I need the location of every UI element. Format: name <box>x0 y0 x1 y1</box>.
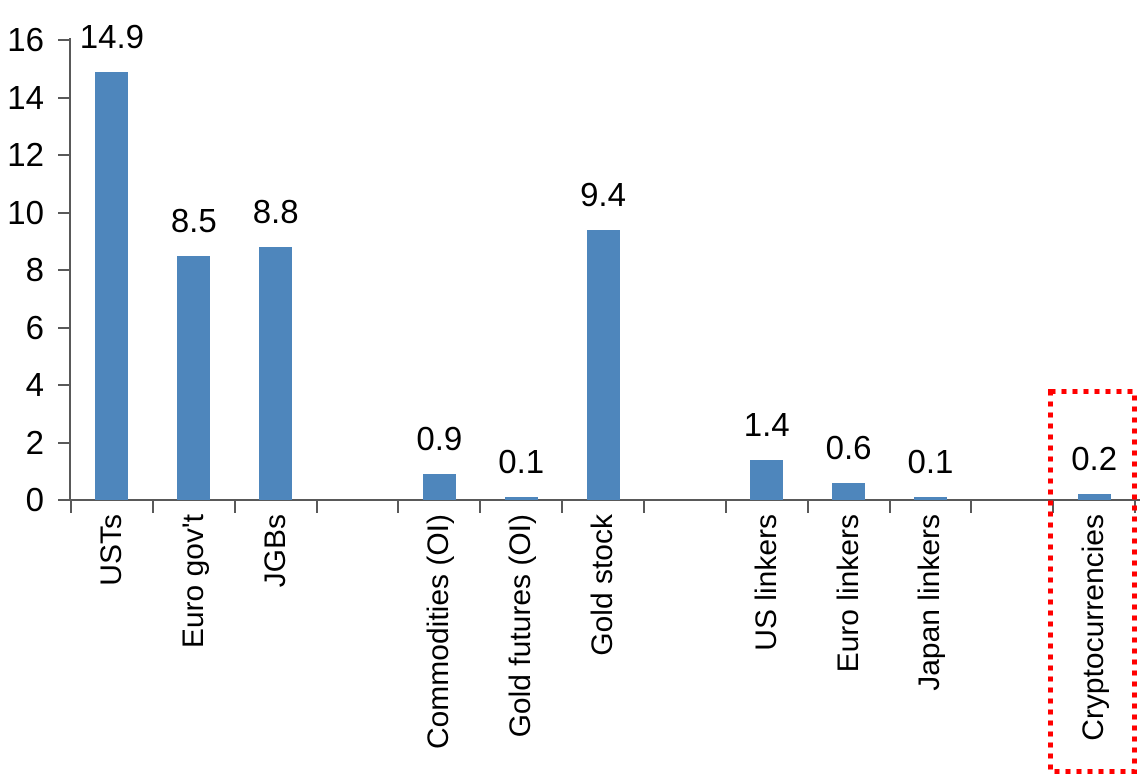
category-label: Euro linkers <box>831 514 865 673</box>
category-label-cell: US linkers <box>726 514 808 780</box>
bar-usts <box>95 71 129 500</box>
category-label-cell: Gold futures (OI) <box>480 514 562 780</box>
bar-value-label: 14.9 <box>79 17 145 55</box>
category-label: Gold futures (OI) <box>504 514 538 738</box>
x-axis-tick-mark <box>724 500 727 513</box>
y-axis-tick-label: 2 <box>25 423 44 461</box>
y-axis-line <box>69 38 71 501</box>
bar-euro-linkers <box>832 482 866 500</box>
x-axis-tick-mark <box>970 500 973 513</box>
x-axis-tick-mark <box>806 500 809 513</box>
category-label: Commodities (OI) <box>422 514 456 750</box>
bar-cryptocurrencies <box>1077 494 1111 500</box>
y-axis-tick-mark <box>58 441 70 444</box>
y-axis-tick-label: 8 <box>25 251 44 288</box>
x-axis-tick-mark <box>151 500 154 513</box>
category-label-cell: Japan linkers <box>890 514 972 780</box>
category-label: US linkers <box>749 514 783 651</box>
x-axis-tick-mark <box>561 500 564 513</box>
bar-japan-linkers <box>913 497 947 500</box>
x-axis-tick-mark <box>315 500 318 513</box>
x-axis-tick-mark <box>70 500 72 513</box>
bar-value-label: 0.2 <box>1071 440 1118 478</box>
category-label-cell: Gold stock <box>562 514 644 780</box>
highlight-box <box>1048 389 1137 774</box>
bar-value-label: 0.1 <box>907 443 954 481</box>
category-label-cell: Commodities (OI) <box>398 514 480 780</box>
bar-commodities-oi- <box>422 474 456 500</box>
category-label: Gold stock <box>586 514 620 656</box>
highlight-box-border <box>1048 389 1137 774</box>
x-axis-tick-mark <box>1052 500 1055 513</box>
y-axis-tick-label: 16 <box>7 21 44 58</box>
bar-value-label: 0.6 <box>825 428 872 466</box>
category-label: USTs <box>94 514 128 586</box>
bar-value-label: 0.9 <box>416 420 463 458</box>
bar-gold-futures-oi- <box>504 497 538 500</box>
category-label-cell: Euro gov't <box>153 514 235 780</box>
y-axis-tick-label: 10 <box>7 193 44 231</box>
bar-value-label: 1.4 <box>743 405 790 443</box>
y-axis-tick-mark <box>58 269 70 271</box>
bar-value-label: 9.4 <box>580 175 626 213</box>
bar-value-label: 8.8 <box>252 193 299 230</box>
bar-gold-stock <box>586 229 620 500</box>
bar-value-label: 8.5 <box>170 201 217 239</box>
category-label: Japan linkers <box>913 514 947 691</box>
bar-value-label: 0.1 <box>498 443 545 481</box>
y-axis-tick-mark <box>58 499 70 501</box>
x-axis-tick-mark <box>397 500 400 513</box>
category-label: JGBs <box>258 514 292 588</box>
y-axis-tick-mark <box>58 211 70 214</box>
x-axis-tick-mark <box>888 500 891 513</box>
category-label: Euro gov't <box>176 514 210 649</box>
x-axis-tick-mark <box>479 500 482 513</box>
category-label-cell: Euro linkers <box>808 514 890 780</box>
bar-jgbs <box>259 247 293 500</box>
y-axis-tick-mark <box>58 39 70 41</box>
y-axis-tick-label: 6 <box>25 308 44 346</box>
y-axis-tick-label: 14 <box>7 78 44 116</box>
x-axis-tick-mark <box>642 500 645 513</box>
bar-us-linkers <box>750 459 784 500</box>
x-axis-tick-mark <box>233 500 236 513</box>
y-axis-tick-label: 4 <box>25 366 44 403</box>
x-axis-line <box>58 499 1140 501</box>
y-axis-tick-label: 0 <box>25 481 44 518</box>
y-axis-tick-mark <box>58 96 70 99</box>
category-label-cell: JGBs <box>235 514 317 780</box>
y-axis-tick-mark <box>58 384 70 386</box>
y-axis-tick-label: 12 <box>7 136 44 173</box>
bar-euro-gov-t <box>177 255 211 500</box>
y-axis-tick-mark <box>58 154 70 156</box>
category-label-cell: USTs <box>71 514 153 780</box>
y-axis-tick-mark <box>58 326 70 329</box>
